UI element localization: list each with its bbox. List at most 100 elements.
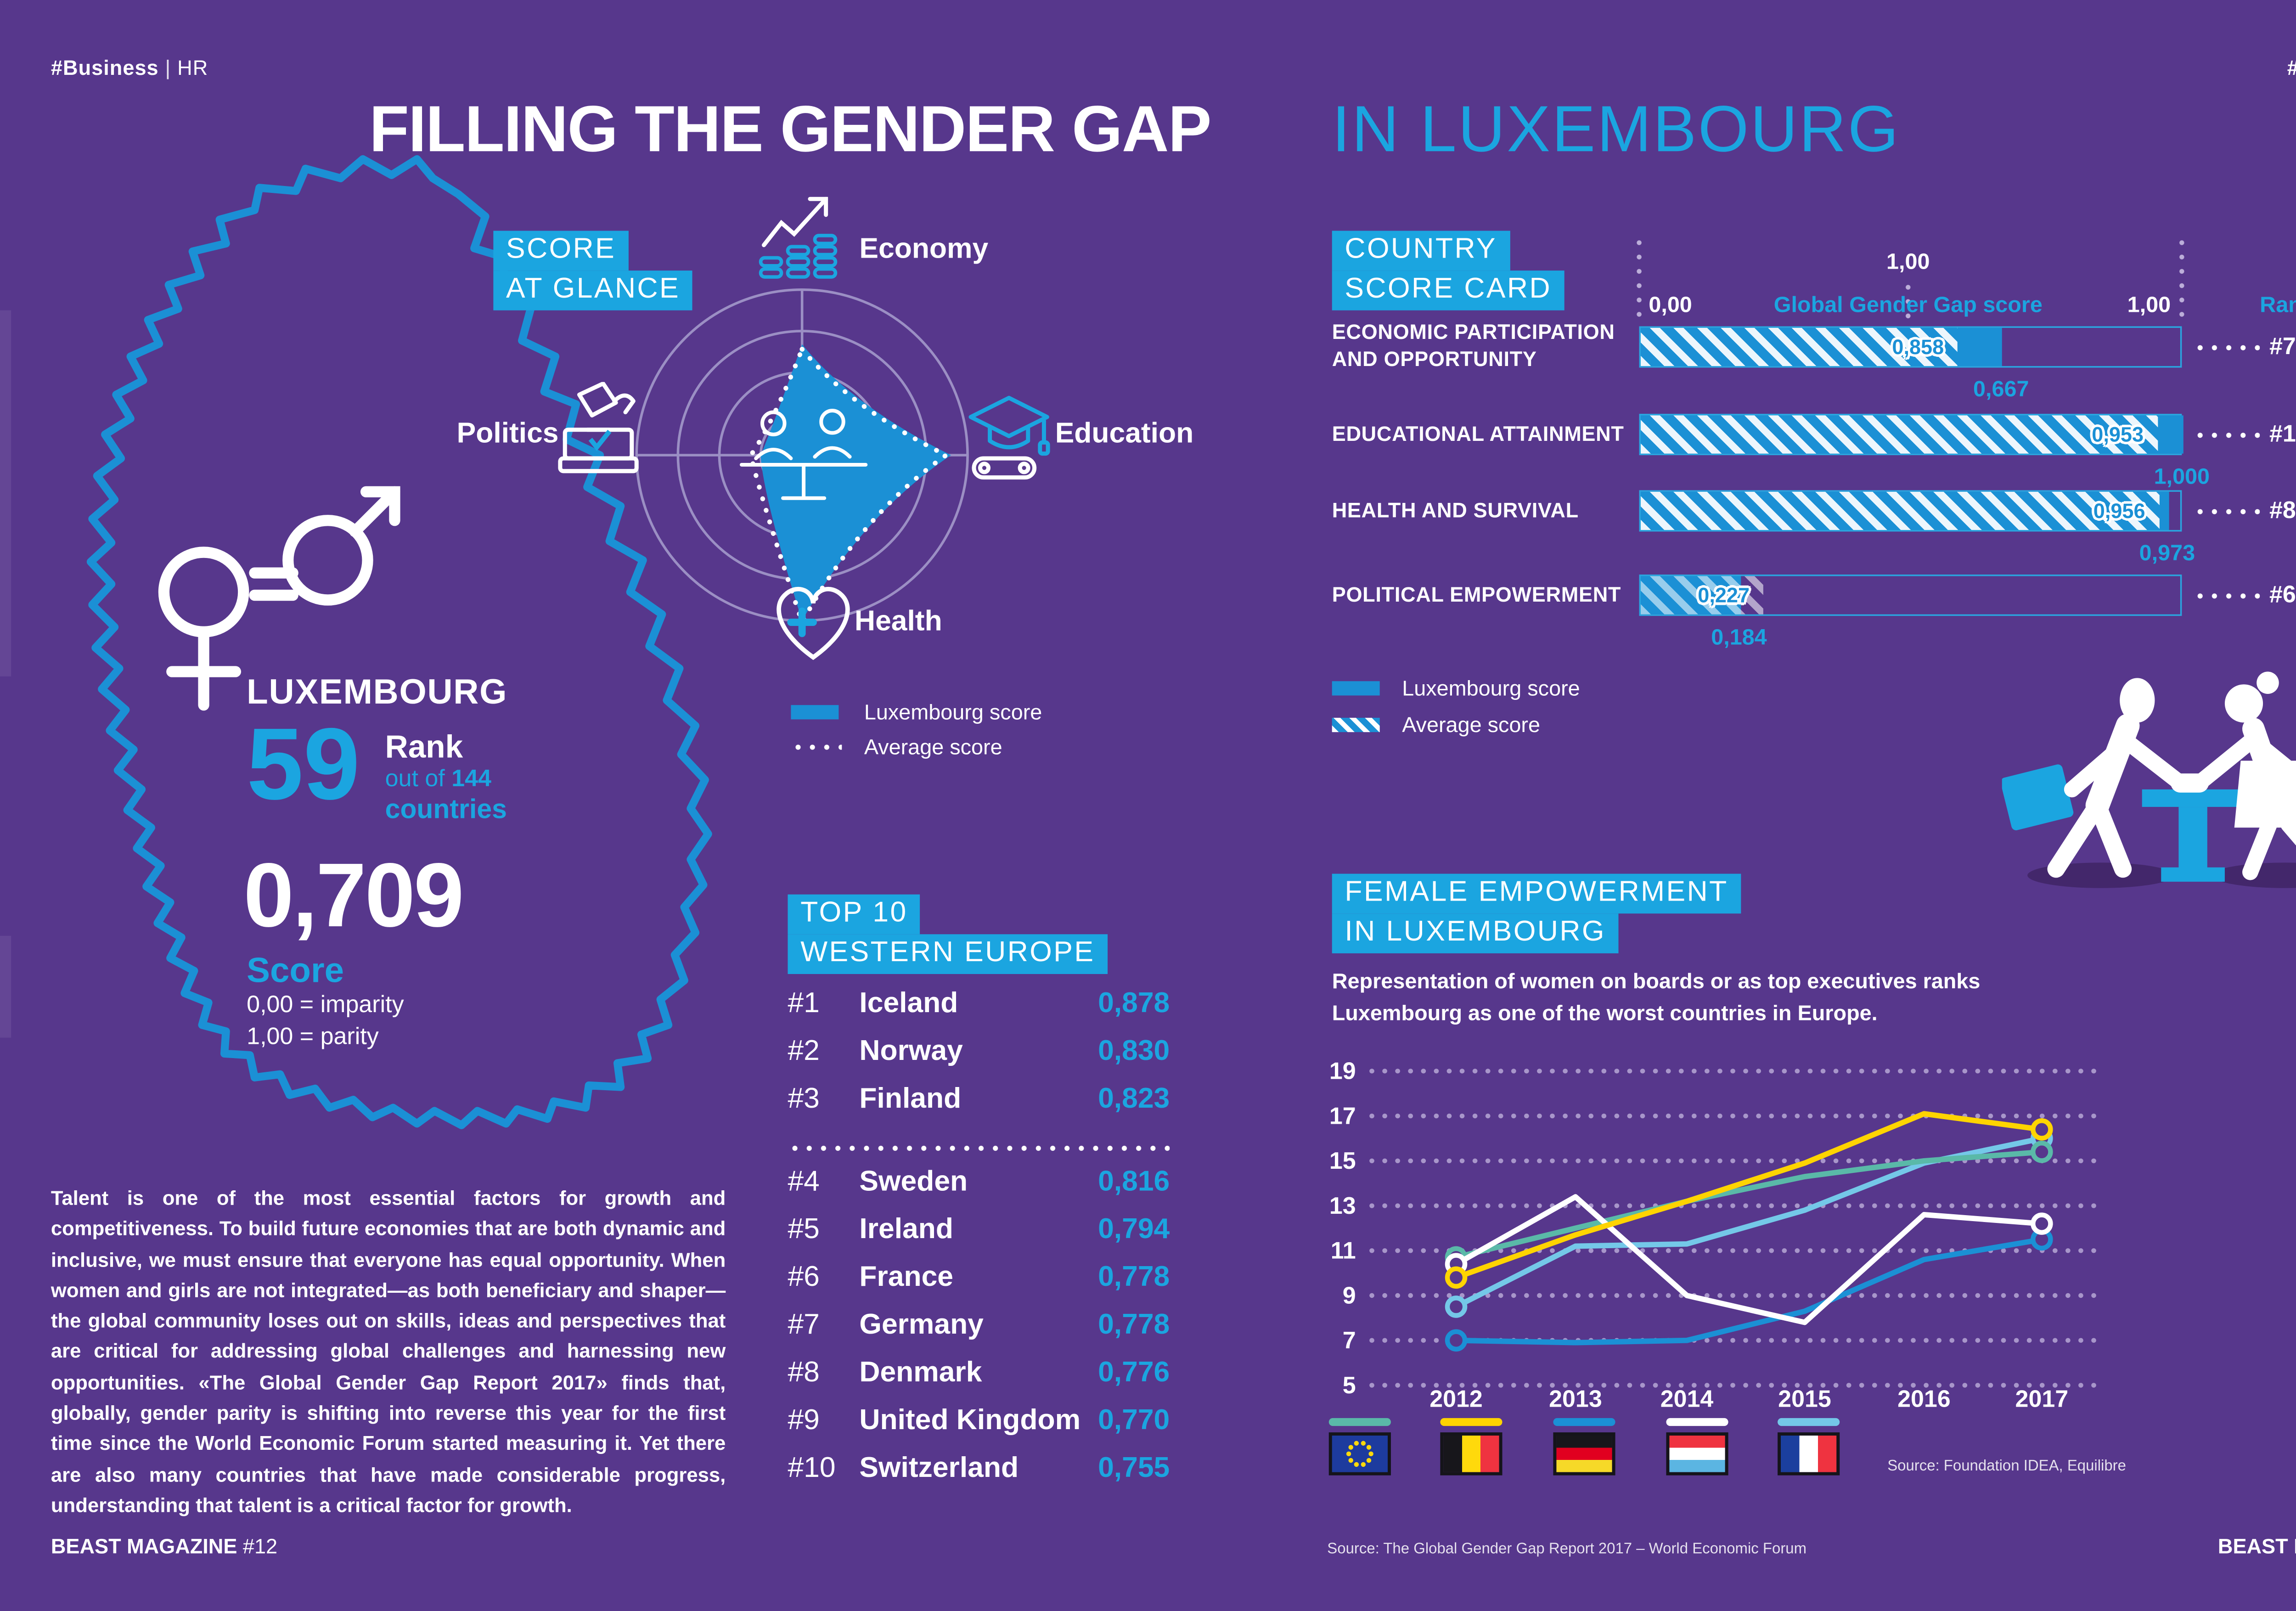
scorecard-category: HEALTH AND SURVIVAL [1332,497,1579,522]
footer-left: BEAST MAGAZINE #12 [51,1534,277,1558]
flag-eu [1328,1432,1391,1476]
top10-score: 0,794 [1098,1212,1170,1245]
y-tick: 19 [1329,1058,1356,1085]
top10-country: United Kingdom [859,1403,1081,1436]
axis-rank-header: Rank /144 [2260,291,2296,316]
table-row: #1 Iceland 0,878 [788,987,1170,1035]
chip-line: WESTERN EUROPE [788,934,1108,974]
issue-number: #12 [242,1534,278,1558]
scorecard-average-value: 0,858 [1892,335,1944,359]
y-tick: 15 [1329,1148,1356,1174]
legend-luxembourg-label: Luxembourg score [864,700,1042,724]
chip-top10: TOP 10 WESTERN EUROPE [788,894,1108,974]
y-tick: 11 [1331,1238,1356,1264]
table-row: #9 United Kingdom 0,770 [788,1404,1170,1452]
marker-be [1445,1266,1468,1289]
flag-be [1440,1432,1503,1476]
table-row: #4 Sweden 0,816 [788,1165,1170,1213]
scorecard-average-value: 0,956 [2093,499,2145,523]
axis-education: Education [1055,417,1194,449]
scorecard-bar [1639,490,2182,532]
chip-line: IN LUXEMBOURG [1332,913,1619,953]
gender-equality-icon [158,486,400,711]
axis-politics: Politics [456,417,559,449]
chip-line: COUNTRY [1332,231,1510,270]
score-value: 0,709 [243,845,464,947]
top10-country: Finland [859,1082,962,1114]
footer-source: Source: The Global Gender Gap Report 201… [1327,1540,1807,1558]
top10-rank: #2 [788,1034,820,1066]
x-tick-year: 2017 [2015,1386,2069,1413]
top10-rank: #10 [788,1451,836,1483]
marker-de [1445,1329,1468,1352]
rank-label: Rank [385,730,463,766]
x-tick-year: 2016 [1897,1386,1951,1413]
score-label: Score [247,950,344,990]
politics-icon [558,382,639,473]
chip-line: TOP 10 [788,894,921,934]
balance-people-icon [739,409,868,500]
scale-imparity: 0,00 = imparity [247,991,404,1019]
rank-leader-dots [2193,590,2260,600]
top10-rank: #4 [788,1165,820,1197]
radar-average-outline [748,344,951,628]
x-tick-year: 2014 [1660,1386,1714,1413]
axis-max: 1,00 [2127,291,2171,317]
top10-country: Sweden [859,1165,968,1197]
marker-eu [2031,1141,2053,1163]
top10-rank: #8 [788,1356,820,1388]
chip-line: FEMALE EMPOWERMENT [1332,873,1741,913]
y-tick: 7 [1343,1327,1356,1354]
table-row: #5 Ireland 0,794 [788,1213,1170,1261]
scorecard-luxembourg-value: 1,000 [2154,463,2210,489]
header-tag-left: #Business | HR [51,56,208,80]
y-tick: 13 [1329,1193,1356,1219]
top10-rank: #1 [788,986,820,1019]
chip-line: AT GLANCE [493,270,693,310]
chip-country-score-card: COUNTRY SCORE CARD [1332,231,1564,310]
legend-dash-fr [1778,1418,1840,1426]
chip-line: SCORE CARD [1332,270,1564,310]
scorecard-category: EDUCATIONAL ATTAINMENT [1332,421,1624,445]
top10-score: 0,755 [1098,1451,1170,1483]
marker-fr [1445,1296,1468,1318]
scorecard-rank: #86 [2269,497,2296,524]
female-empowerment-subtitle: Representation of women on boards or as … [1332,969,1981,1025]
table-row: #10 Switzerland 0,755 [788,1452,1170,1499]
rank-word: Rank [2260,291,2296,317]
out-of-countries: countries [385,794,507,825]
luxembourg-map-outline [86,155,712,1129]
top10-score: 0,816 [1098,1165,1170,1197]
y-tick: 5 [1343,1372,1356,1399]
economy-icon [759,197,838,279]
legend-average-label: Average score [1402,713,1541,737]
magazine-name: BEAST MAGAZINE [2217,1534,2296,1558]
line-chart: 19 17 15 13 11 9 7 5 2012 2013 2014 2015 2016 2017 [1329,1058,2103,1413]
tag-business: #Business [2287,56,2296,79]
scorecard-bar-average [1641,415,2158,454]
scorecard-rank: #1 [2269,421,2296,448]
legend-luxembourg-label: Luxembourg score [1402,676,1580,700]
top10-country: Iceland [859,986,958,1019]
top10-country: Ireland [859,1212,954,1245]
line-fr [1453,1136,2045,1310]
top10-country: Germany [859,1308,984,1341]
footer-right: BEAST MAGAZINE #12 [2218,1534,2296,1558]
scorecard-bar [1639,326,2182,368]
table-row: #8 Denmark 0,776 [788,1356,1170,1404]
legend-average-swatch [791,741,842,751]
top10-rank: #9 [788,1403,820,1436]
table-row: #6 France 0,778 [788,1261,1170,1308]
x-tick-year: 2013 [1549,1386,1602,1413]
header-tag-right: #Business|HR [2287,56,2296,79]
legend-dash-lu [1666,1418,1728,1426]
rank-leader-dots [2193,506,2260,516]
chart-source: Source: Foundation IDEA, Equilibre [1887,1458,2126,1476]
rank-out-of: out of 144 countries [385,766,507,827]
table-row: #2 Norway 0,830 [788,1035,1170,1082]
top10-rank: #7 [788,1308,820,1341]
radar-luxembourg-shape [760,344,951,621]
y-tick: 17 [1329,1103,1356,1129]
chip-line: SCORE [493,231,629,270]
top10-country: Norway [859,1034,963,1066]
